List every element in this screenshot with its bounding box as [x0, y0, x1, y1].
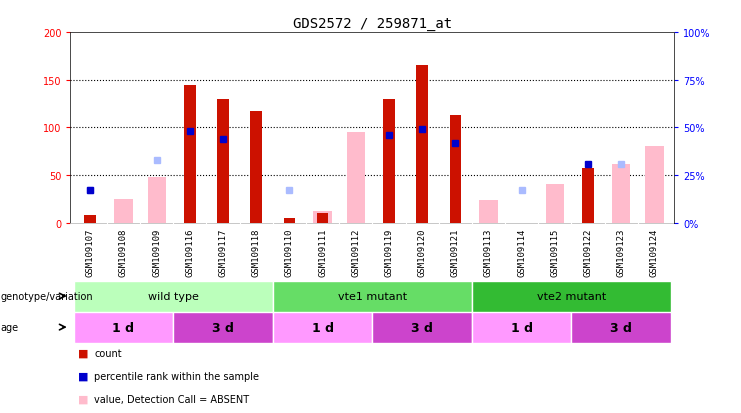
- Bar: [73, 281, 273, 312]
- Bar: [273, 281, 472, 312]
- Text: 1 d: 1 d: [511, 321, 533, 334]
- Text: GSM109121: GSM109121: [451, 228, 460, 276]
- Text: GSM109107: GSM109107: [86, 228, 95, 276]
- Bar: [383, 100, 395, 223]
- Bar: [645, 147, 663, 223]
- Text: GSM109110: GSM109110: [285, 228, 294, 276]
- Text: GSM109111: GSM109111: [318, 228, 327, 276]
- Text: 3 d: 3 d: [212, 321, 234, 334]
- Bar: [173, 312, 273, 343]
- Text: GSM109114: GSM109114: [517, 228, 526, 276]
- Bar: [284, 218, 295, 223]
- Text: GSM109124: GSM109124: [650, 228, 659, 276]
- Text: GSM109112: GSM109112: [351, 228, 360, 276]
- Bar: [147, 178, 166, 223]
- Text: 3 d: 3 d: [611, 321, 632, 334]
- Bar: [217, 100, 229, 223]
- Bar: [571, 312, 671, 343]
- Text: vte1 mutant: vte1 mutant: [338, 291, 407, 301]
- Text: genotype/variation: genotype/variation: [1, 291, 93, 301]
- Bar: [114, 199, 133, 223]
- Bar: [416, 66, 428, 223]
- Bar: [184, 86, 196, 223]
- Text: GSM109117: GSM109117: [219, 228, 227, 276]
- Bar: [612, 164, 631, 223]
- Text: GDS2572 / 259871_at: GDS2572 / 259871_at: [293, 17, 452, 31]
- Text: ■: ■: [78, 394, 88, 404]
- Bar: [273, 312, 373, 343]
- Bar: [472, 281, 671, 312]
- Text: ■: ■: [78, 348, 88, 358]
- Text: GSM109109: GSM109109: [152, 228, 162, 276]
- Text: ■: ■: [78, 371, 88, 381]
- Text: GSM109119: GSM109119: [385, 228, 393, 276]
- Text: GSM109115: GSM109115: [551, 228, 559, 276]
- Bar: [73, 312, 173, 343]
- Text: GSM109122: GSM109122: [583, 228, 593, 276]
- Text: GSM109113: GSM109113: [484, 228, 493, 276]
- Text: count: count: [94, 348, 122, 358]
- Bar: [472, 312, 571, 343]
- Bar: [545, 185, 564, 223]
- Text: value, Detection Call = ABSENT: value, Detection Call = ABSENT: [94, 394, 249, 404]
- Text: vte2 mutant: vte2 mutant: [536, 291, 606, 301]
- Text: GSM109108: GSM109108: [119, 228, 128, 276]
- Text: 1 d: 1 d: [113, 321, 134, 334]
- Bar: [347, 133, 365, 223]
- Bar: [479, 200, 498, 223]
- Text: GSM109120: GSM109120: [418, 228, 427, 276]
- Text: percentile rank within the sample: percentile rank within the sample: [94, 371, 259, 381]
- Bar: [313, 211, 332, 223]
- Text: 1 d: 1 d: [311, 321, 333, 334]
- Text: 3 d: 3 d: [411, 321, 433, 334]
- Bar: [450, 116, 461, 223]
- Bar: [582, 169, 594, 223]
- Text: GSM109116: GSM109116: [185, 228, 194, 276]
- Bar: [372, 312, 472, 343]
- Bar: [316, 214, 328, 223]
- Bar: [250, 112, 262, 223]
- Text: GSM109118: GSM109118: [252, 228, 261, 276]
- Text: age: age: [1, 322, 19, 332]
- Text: wild type: wild type: [147, 291, 199, 301]
- Bar: [84, 216, 96, 223]
- Text: GSM109123: GSM109123: [617, 228, 625, 276]
